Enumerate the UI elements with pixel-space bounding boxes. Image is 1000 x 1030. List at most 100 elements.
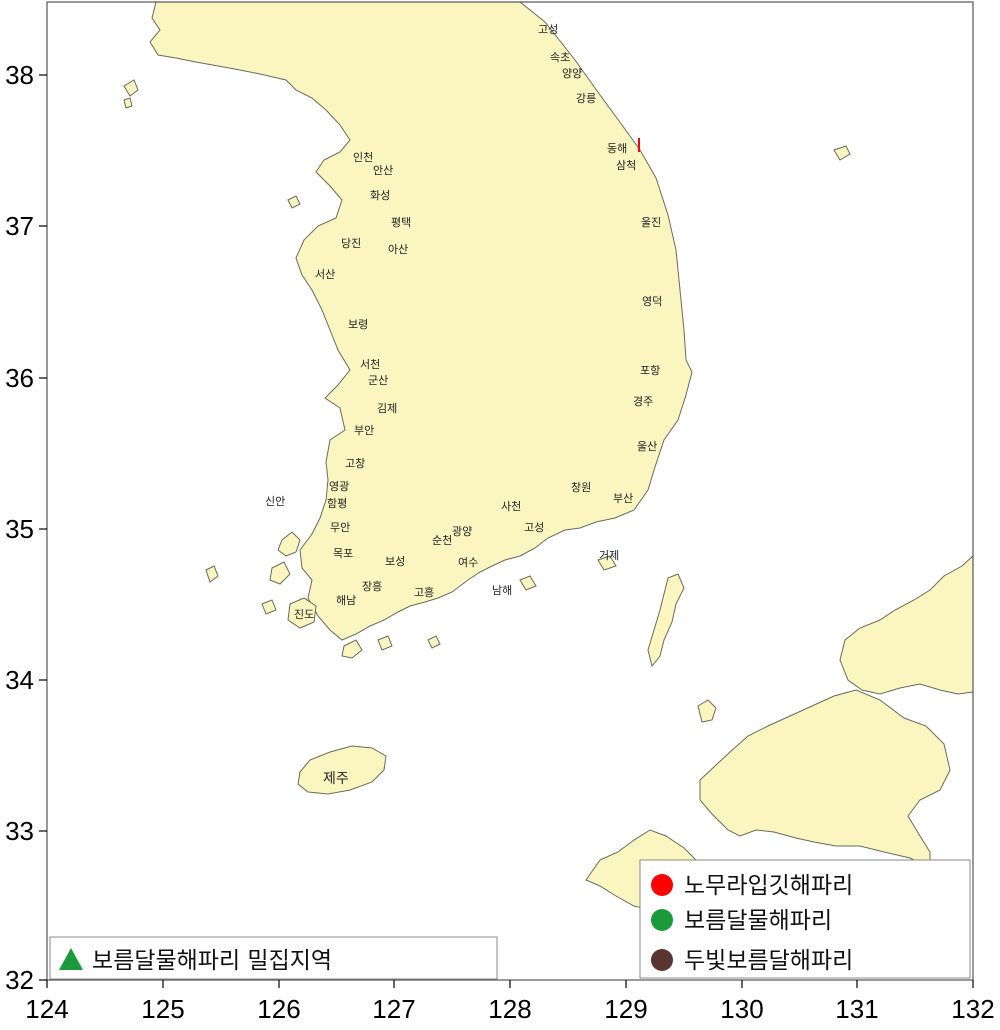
y-tick-34: 34 <box>5 665 34 695</box>
place-gunsan: 군산 <box>368 374 388 387</box>
japan-small-island <box>697 699 717 723</box>
x-tick-126: 126 <box>257 994 300 1024</box>
west-island-6 <box>205 565 219 583</box>
place-goseong-south: 고성 <box>524 521 544 534</box>
south-island-3 <box>519 575 537 591</box>
place-suncheon: 순천 <box>432 533 452 547</box>
legend-dense-area-label: 보름달물해파리 밀집지역 <box>92 948 332 974</box>
place-haenam: 해남 <box>336 593 356 607</box>
jeju-island <box>297 745 387 795</box>
place-namhae: 남해 <box>492 583 512 597</box>
species-legend-box <box>639 859 971 979</box>
place-ansan: 안산 <box>373 164 393 177</box>
place-jangheung: 장흥 <box>362 579 382 593</box>
legend-nomura-marker <box>651 874 673 896</box>
y-tick-36: 36 <box>5 363 34 393</box>
x-tick-128: 128 <box>488 994 531 1024</box>
place-hampyeong: 함평 <box>327 497 347 510</box>
south-island-2 <box>377 635 393 651</box>
x-tick-127: 127 <box>372 994 415 1024</box>
place-donghae: 동해 <box>607 141 627 155</box>
place-pohang: 포항 <box>640 364 660 377</box>
legend-nomura-label: 노무라입깃해파리 <box>684 873 853 899</box>
legend-dense-area-triangle-icon <box>59 948 83 970</box>
west-island-4 <box>287 597 317 629</box>
x-tick-130: 130 <box>720 994 763 1024</box>
place-mokpo: 목포 <box>333 547 353 560</box>
y-tick-32: 32 <box>5 965 34 995</box>
place-seocheon: 서천 <box>360 357 380 371</box>
y-tick-labels: 38 37 36 35 34 33 32 <box>5 60 34 995</box>
place-samcheok: 삼척 <box>616 159 636 172</box>
place-geoje: 거제 <box>599 549 619 562</box>
y-tick-38: 38 <box>5 60 34 90</box>
y-tick-37: 37 <box>5 211 34 241</box>
place-asan: 아산 <box>388 243 408 256</box>
place-boryeong: 보령 <box>348 318 368 331</box>
x-tick-124: 124 <box>25 994 68 1024</box>
west-island-8 <box>123 97 133 109</box>
place-jindo: 진도 <box>294 608 314 621</box>
tsushima-island <box>647 573 685 668</box>
place-gwangyang: 광양 <box>452 525 472 538</box>
place-goseong-north: 고성 <box>538 23 558 36</box>
place-goheung: 고흥 <box>414 585 434 599</box>
x-tick-131: 131 <box>835 994 878 1024</box>
place-gyeongju: 경주 <box>633 395 653 408</box>
south-island-1 <box>341 639 363 659</box>
x-tick-labels: 124 125 126 127 128 129 130 131 132 <box>25 994 994 1024</box>
place-sinan: 신안 <box>265 495 285 508</box>
red-occurrence-marks <box>638 138 640 152</box>
west-island-1 <box>287 195 301 209</box>
legend-moon-jelly-marker <box>651 909 673 931</box>
place-jeju: 제주 <box>323 771 349 787</box>
place-yeosu: 여수 <box>458 556 478 569</box>
place-sokcho: 속초 <box>550 51 570 64</box>
south-island-4 <box>597 555 617 571</box>
place-sacheon: 사천 <box>501 499 521 513</box>
place-incheon: 인천 <box>353 150 373 164</box>
landmasses <box>123 1 974 911</box>
west-island-2 <box>277 531 301 557</box>
korean-peninsula <box>149 1 693 641</box>
place-buan: 부안 <box>354 424 374 437</box>
place-pyeongtaek: 평택 <box>391 216 411 229</box>
place-gochang: 고창 <box>345 457 365 470</box>
west-island-5 <box>261 599 277 615</box>
japan-kyushu <box>839 554 974 695</box>
place-changwon: 창원 <box>571 481 591 494</box>
y-tick-35: 35 <box>5 514 34 544</box>
place-gimje: 김제 <box>377 402 397 415</box>
place-ulsan: 울산 <box>637 440 657 453</box>
x-tick-132: 132 <box>951 994 994 1024</box>
nomura-occurrence-mark <box>638 138 640 152</box>
area-legend-box <box>49 936 498 980</box>
legend-light-moon-jelly-label: 두빛보름달해파리 <box>684 948 853 974</box>
axis-ticks <box>39 74 974 988</box>
place-yeonggwang: 영광 <box>329 480 349 493</box>
x-tick-125: 125 <box>141 994 184 1024</box>
place-yangyang: 양양 <box>562 67 582 80</box>
place-gangneung: 강릉 <box>576 92 596 105</box>
place-hwaseong: 화성 <box>370 189 390 202</box>
west-island-7 <box>123 79 139 97</box>
place-yeongdeok: 영덕 <box>642 295 662 308</box>
place-seosan: 서산 <box>315 268 335 281</box>
south-island-5 <box>427 635 441 649</box>
area-legend: 보름달물해파리 밀집지역 <box>49 936 498 980</box>
west-island-3 <box>269 561 291 585</box>
species-legend: 노무라입깃해파리 보름달물해파리 두빛보름달해파리 <box>639 859 971 979</box>
y-tick-33: 33 <box>5 816 34 846</box>
x-tick-129: 129 <box>604 994 647 1024</box>
place-muan: 무안 <box>330 521 350 534</box>
legend-light-moon-jelly-marker <box>651 949 673 971</box>
ulleung-island <box>833 145 851 161</box>
place-boseong: 보성 <box>385 555 405 568</box>
place-dangjin: 당진 <box>341 237 361 250</box>
japan-kyushu-main <box>699 689 951 869</box>
place-busan: 부산 <box>613 492 633 505</box>
place-uljin: 울진 <box>641 216 661 229</box>
place-labels: 고성 속초 양양 강릉 동해 삼척 울진 영덕 포항 경주 울산 부산 창원 거… <box>265 23 662 787</box>
legend-moon-jelly-label: 보름달물해파리 <box>684 908 832 934</box>
